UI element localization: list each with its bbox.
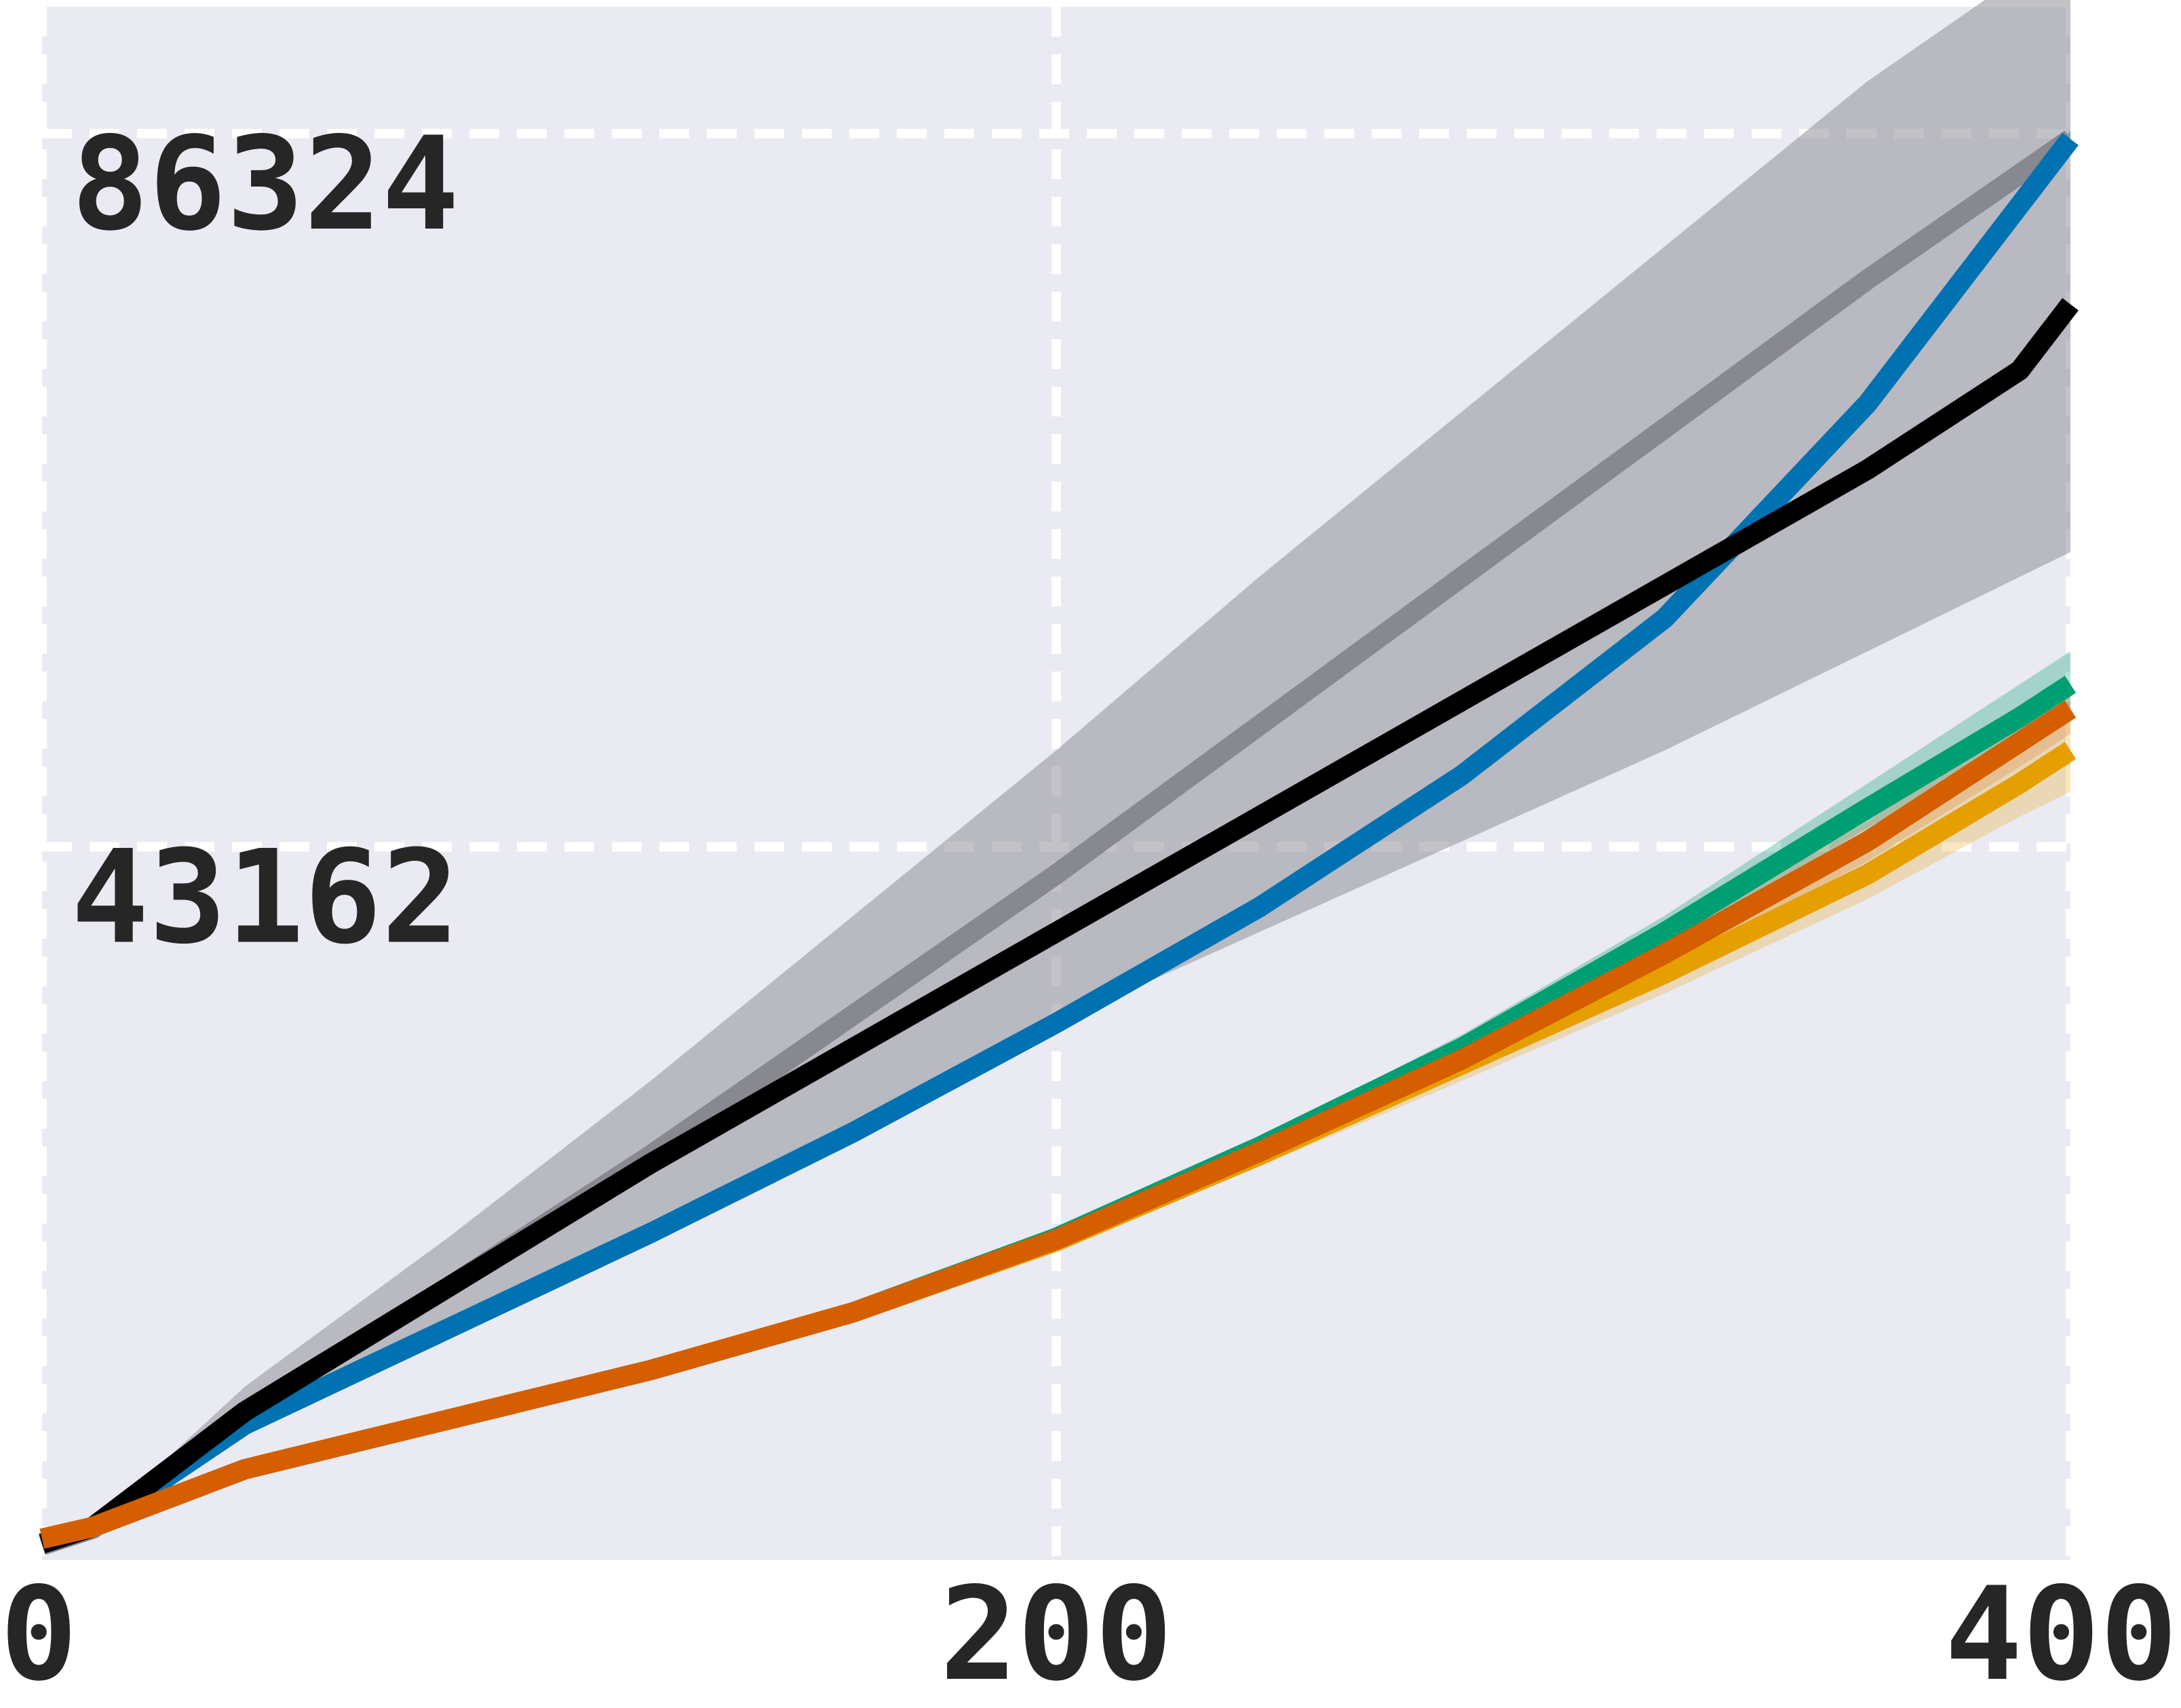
y-tick-label: 43162 [71,823,459,973]
x-tick-label: 0 [0,1559,77,1708]
series-line-2 [39,298,2079,1553]
series-line-1 [39,132,2079,1553]
confidence-bands [42,0,2070,1546]
x-tick-label: 200 [940,1559,1172,1708]
y-tick-label: 86324 [71,109,459,259]
series-lines [39,130,2079,1555]
series-band-0 [42,0,2070,1546]
y-tick-labels: 43162 86324 [71,109,459,972]
x-tick-label: 400 [1945,1559,2178,1708]
series-line-5 [39,700,2077,1549]
x-tick-labels: 0 200 400 [0,1559,2178,1708]
